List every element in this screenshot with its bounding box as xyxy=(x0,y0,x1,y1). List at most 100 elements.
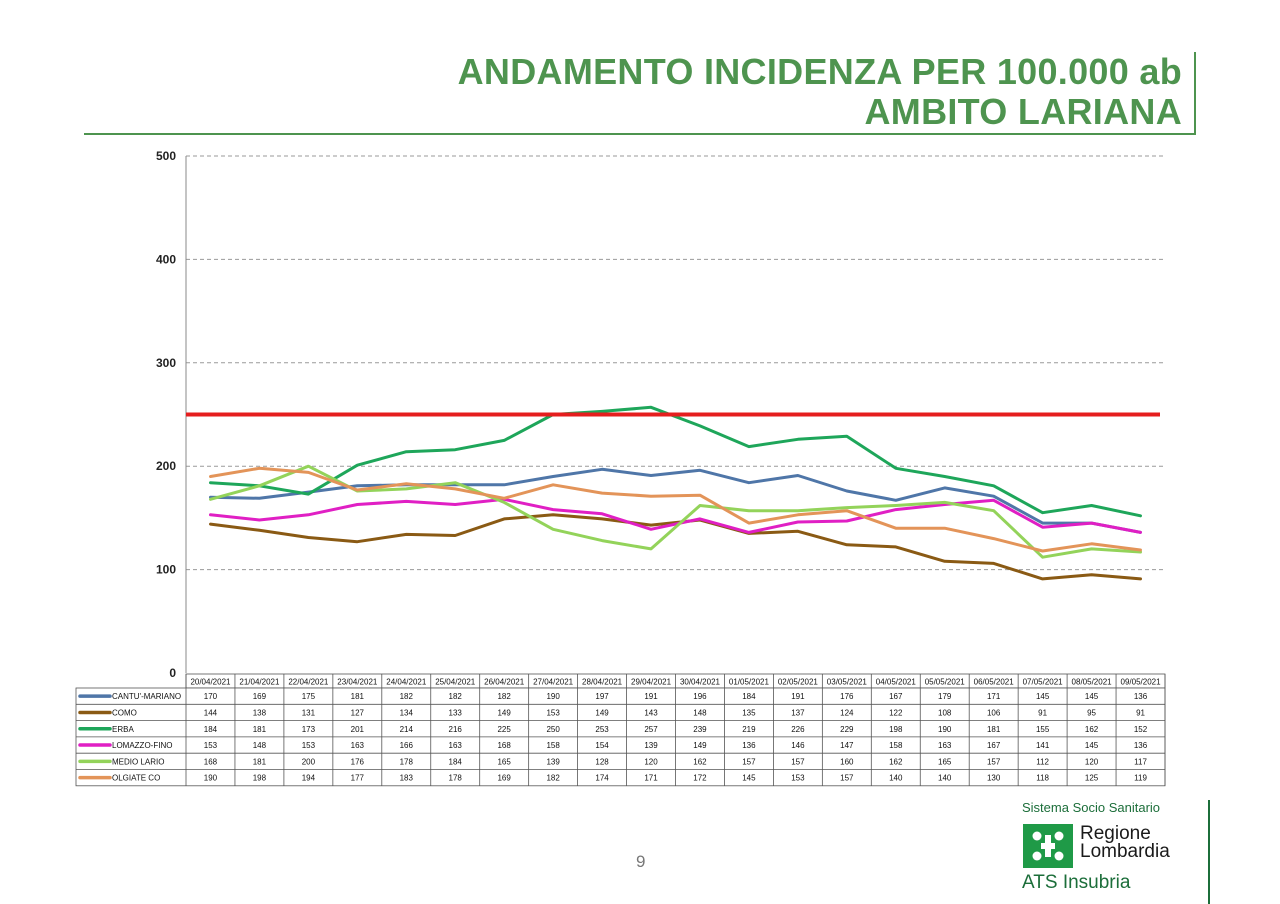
data-label: 162 xyxy=(1085,725,1099,734)
data-label: 182 xyxy=(497,692,511,701)
series-line xyxy=(209,467,1142,534)
data-label: 181 xyxy=(351,692,365,701)
x-tick-label: 22/04/2021 xyxy=(288,678,329,687)
data-label: 176 xyxy=(351,757,365,766)
legend-label: COMO xyxy=(112,708,137,717)
data-label: 141 xyxy=(1036,741,1050,750)
data-label: 153 xyxy=(302,741,316,750)
data-label: 169 xyxy=(497,774,511,783)
data-label: 176 xyxy=(840,692,854,701)
data-label: 158 xyxy=(889,741,903,750)
series-line xyxy=(209,513,1142,581)
data-label: 91 xyxy=(1038,708,1047,717)
x-tick-label: 03/05/2021 xyxy=(827,678,868,687)
data-label: 147 xyxy=(840,741,854,750)
data-label: 120 xyxy=(1085,757,1099,766)
data-label: 130 xyxy=(987,774,1001,783)
series-line xyxy=(209,466,1142,553)
data-label: 172 xyxy=(693,774,707,783)
data-label: 149 xyxy=(693,741,707,750)
data-label: 182 xyxy=(546,774,560,783)
data-label: 163 xyxy=(351,741,365,750)
data-label: 136 xyxy=(1134,741,1148,750)
data-label: 200 xyxy=(302,757,316,766)
data-label: 152 xyxy=(1134,725,1148,734)
data-label: 181 xyxy=(987,725,1001,734)
series-line xyxy=(209,497,1142,534)
data-label: 181 xyxy=(253,725,267,734)
data-label: 165 xyxy=(497,757,511,766)
page-number: 9 xyxy=(636,852,646,871)
data-label: 166 xyxy=(400,741,414,750)
data-label: 144 xyxy=(204,708,218,717)
data-label: 153 xyxy=(791,774,805,783)
data-label: 162 xyxy=(693,757,707,766)
data-label: 177 xyxy=(351,774,365,783)
data-label: 149 xyxy=(595,708,609,717)
logo-name: Regione Lombardia xyxy=(1080,824,1170,862)
title-side-rule xyxy=(1194,52,1196,135)
data-label: 257 xyxy=(644,725,658,734)
x-tick-label: 20/04/2021 xyxy=(190,678,231,687)
data-label: 118 xyxy=(1036,774,1049,783)
logo-side-rule xyxy=(1208,800,1210,904)
data-label: 157 xyxy=(791,757,805,766)
data-label: 216 xyxy=(449,725,463,734)
data-label: 137 xyxy=(791,708,805,717)
data-label: 120 xyxy=(644,757,658,766)
data-label: 181 xyxy=(253,757,267,766)
data-label: 157 xyxy=(840,774,854,783)
data-label: 149 xyxy=(497,708,511,717)
data-label: 167 xyxy=(889,692,903,701)
data-label: 184 xyxy=(449,757,463,766)
legend-label: ERBA xyxy=(112,725,134,734)
data-label: 146 xyxy=(791,741,805,750)
data-label: 91 xyxy=(1136,708,1145,717)
data-label: 108 xyxy=(938,708,952,717)
data-label: 239 xyxy=(693,725,707,734)
data-label: 138 xyxy=(253,708,267,717)
x-tick-label: 02/05/2021 xyxy=(778,678,819,687)
data-label: 190 xyxy=(938,725,952,734)
data-label: 163 xyxy=(938,741,952,750)
data-label: 160 xyxy=(840,757,854,766)
x-tick-label: 26/04/2021 xyxy=(484,678,525,687)
data-label: 174 xyxy=(595,774,609,783)
data-label: 133 xyxy=(449,708,463,717)
incidence-line-chart: 0 100 200 300 400 500 20/04/2021 21/04/2021 22/0… xyxy=(75,149,1166,787)
logo-name-line-2: Lombardia xyxy=(1080,841,1170,862)
data-label: 127 xyxy=(351,708,365,717)
x-tick-label: 28/04/2021 xyxy=(582,678,623,687)
data-label: 169 xyxy=(253,692,267,701)
data-label: 145 xyxy=(1085,741,1099,750)
data-label: 155 xyxy=(1036,725,1050,734)
data-label: 139 xyxy=(546,757,560,766)
data-label: 183 xyxy=(400,774,414,783)
data-label: 173 xyxy=(302,725,316,734)
data-label: 162 xyxy=(889,757,903,766)
x-tick-label: 07/05/2021 xyxy=(1023,678,1064,687)
data-label: 148 xyxy=(253,741,267,750)
data-label: 214 xyxy=(400,725,414,734)
data-label: 175 xyxy=(302,692,316,701)
data-label: 134 xyxy=(400,708,414,717)
data-label: 171 xyxy=(644,774,658,783)
data-label: 226 xyxy=(791,725,805,734)
data-label: 154 xyxy=(595,741,609,750)
data-label: 148 xyxy=(693,708,707,717)
title-line-1: ANDAMENTO INCIDENZA PER 100.000 ab xyxy=(457,51,1182,92)
data-label: 182 xyxy=(449,692,463,701)
data-label: 140 xyxy=(889,774,903,783)
data-label: 158 xyxy=(546,741,560,750)
data-label: 145 xyxy=(1036,692,1050,701)
data-label: 125 xyxy=(1085,774,1099,783)
x-tick-label: 25/04/2021 xyxy=(435,678,476,687)
data-label: 191 xyxy=(791,692,805,701)
data-label: 190 xyxy=(546,692,560,701)
y-tick-label: 100 xyxy=(156,563,176,577)
data-label: 253 xyxy=(595,725,609,734)
data-label: 167 xyxy=(987,741,1001,750)
series-line xyxy=(209,464,1142,559)
data-label: 131 xyxy=(302,708,316,717)
data-label: 143 xyxy=(644,708,658,717)
